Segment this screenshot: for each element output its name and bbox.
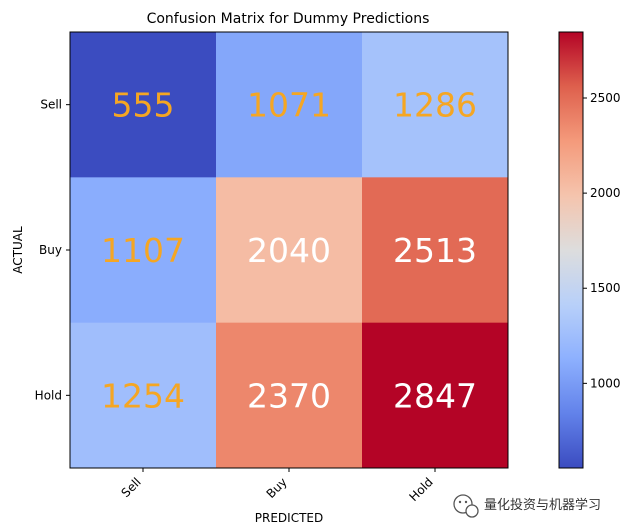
x-tick-label: Sell bbox=[119, 475, 144, 500]
heatmap-cell bbox=[70, 177, 217, 324]
heatmap-cells bbox=[70, 32, 509, 469]
cell-value-label: 2040 bbox=[247, 231, 331, 270]
colorbar-tick-label: 2000 bbox=[590, 186, 621, 200]
colorbar-ticks: 1000 1500 2000 2500 bbox=[583, 91, 621, 390]
cell-value-label: 1286 bbox=[393, 86, 477, 125]
heatmap-cell bbox=[362, 322, 509, 469]
heatmap-cell bbox=[216, 322, 363, 469]
cell-value-label: 2847 bbox=[393, 376, 477, 415]
heatmap-cell bbox=[70, 322, 217, 469]
cell-value-label: 2370 bbox=[247, 376, 331, 415]
y-tick-label: Sell bbox=[40, 98, 62, 112]
cell-value-label: 555 bbox=[112, 86, 175, 125]
heatmap-cell bbox=[362, 177, 509, 324]
cell-value-label: 1107 bbox=[101, 231, 185, 270]
colorbar-tick-label: 2500 bbox=[590, 91, 621, 105]
chart-title: Confusion Matrix for Dummy Predictions bbox=[147, 11, 430, 27]
wechat-logo-icon bbox=[453, 494, 479, 518]
heatmap-cell bbox=[216, 32, 363, 178]
x-axis-label: PREDICTED bbox=[255, 511, 323, 525]
cell-value-label: 1071 bbox=[247, 86, 331, 125]
cell-value-labels: 555 1071 1286 1107 2040 2513 1254 2370 2847 bbox=[101, 86, 477, 416]
colorbar-tick-label: 1000 bbox=[590, 376, 621, 390]
y-tick-label: Hold bbox=[35, 388, 62, 402]
y-axis-ticks: Sell Buy Hold bbox=[35, 98, 70, 402]
y-axis-label: ACTUAL bbox=[11, 226, 25, 274]
colorbar-tick-label: 1500 bbox=[590, 281, 621, 295]
x-tick-label: Hold bbox=[407, 475, 436, 504]
watermark-text: 量化投资与机器学习 bbox=[484, 497, 601, 513]
watermark: 量化投资与机器学习 bbox=[453, 494, 601, 518]
colorbar bbox=[558, 31, 584, 469]
cell-value-label: 2513 bbox=[393, 231, 477, 270]
cell-value-label: 1254 bbox=[101, 376, 185, 415]
x-tick-label: Buy bbox=[264, 475, 290, 501]
y-tick-label: Buy bbox=[39, 243, 62, 257]
heatmap-cell bbox=[70, 32, 217, 178]
x-axis-ticks: Sell Buy Hold bbox=[119, 468, 436, 504]
heatmap-cell bbox=[216, 177, 363, 324]
heatmap-cell bbox=[362, 32, 509, 178]
